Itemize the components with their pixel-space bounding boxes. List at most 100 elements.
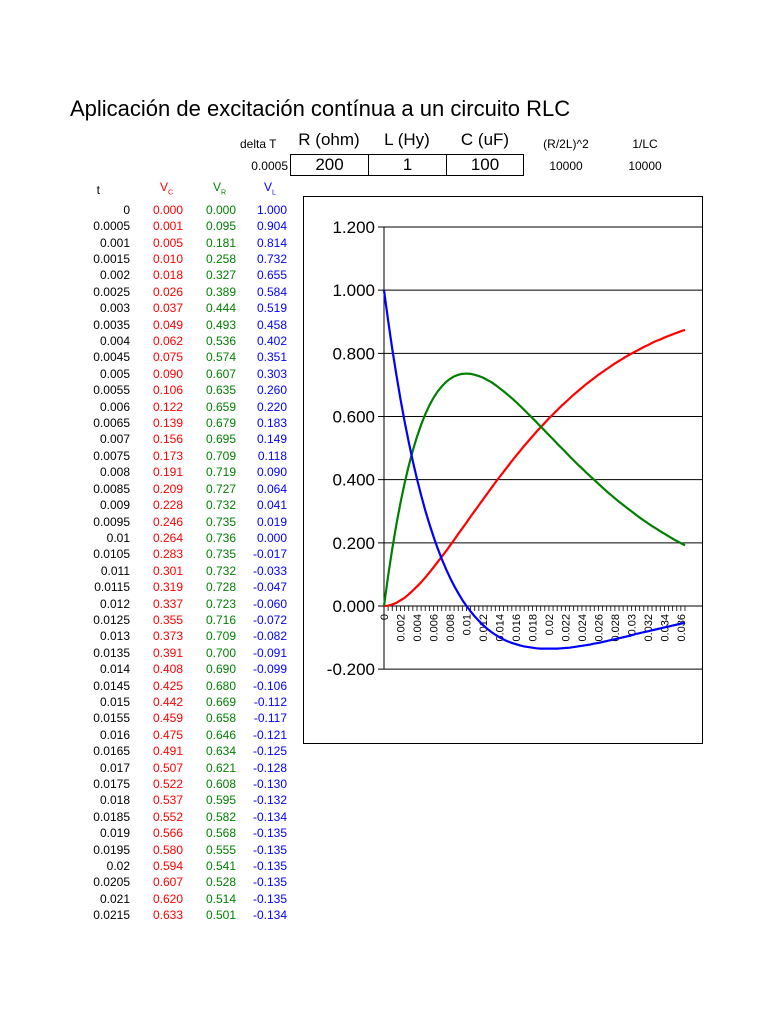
cell-vl: -0.047: [252, 580, 287, 595]
x-tick-label: 0.024: [577, 614, 589, 642]
cell-vl: 0.090: [256, 465, 287, 480]
l-value: 1: [402, 155, 413, 174]
cell-vr: 0.732: [205, 498, 236, 513]
table-row: 0.0175 0.522 0.608 -0.130: [60, 776, 287, 792]
cell-vr: 0.735: [205, 514, 236, 529]
table-row: 0.012 0.337 0.723 -0.060: [60, 596, 287, 612]
cell-t: 0.0015: [93, 252, 130, 267]
table-row: 0.0085 0.209 0.727 0.064: [60, 481, 287, 497]
cell-t: 0.0005: [93, 219, 130, 234]
table-row: 0.019 0.566 0.568 -0.135: [60, 825, 287, 841]
r-label: R (ohm): [298, 130, 360, 149]
x-tick-label: 0.004: [412, 614, 424, 642]
cell-t: 0.007: [99, 432, 130, 447]
cell-t: 0.015: [99, 694, 130, 709]
cell-vl: -0.134: [252, 908, 287, 923]
cell-vl: -0.082: [252, 629, 287, 644]
cell-vl: 0.064: [256, 481, 287, 496]
cell-vc: 0.191: [152, 465, 183, 480]
cell-vr: 0.634: [205, 744, 236, 759]
cell-vr: 0.727: [205, 481, 236, 496]
y-tick-label: 0.000: [332, 597, 375, 616]
cell-vc: 0.090: [152, 366, 183, 381]
table-row: 0.0045 0.075 0.574 0.351: [60, 349, 287, 365]
cell-vc: 0.580: [152, 842, 183, 857]
cell-vc: 0.000: [152, 202, 183, 217]
table-row: 0.002 0.018 0.327 0.655: [60, 267, 287, 283]
l-value-cell[interactable]: 1: [368, 154, 447, 176]
cell-t: 0.0145: [93, 678, 130, 693]
cell-vc: 0.139: [152, 416, 183, 431]
table-row: 0.0075 0.173 0.709 0.118: [60, 448, 287, 464]
table-row: 0.01 0.264 0.736 0.000: [60, 530, 287, 546]
cell-t: 0.0105: [93, 547, 130, 562]
cell-vl: -0.135: [252, 826, 287, 841]
table-row: 0.0055 0.106 0.635 0.260: [60, 382, 287, 398]
cell-vl: 0.814: [256, 235, 287, 250]
x-tick-label: 0.012: [478, 614, 490, 642]
cell-vl: 0.000: [256, 530, 287, 545]
cell-vl: -0.117: [253, 711, 287, 726]
cell-t: 0.0205: [93, 875, 130, 890]
table-row: 0.0125 0.355 0.716 -0.072: [60, 612, 287, 628]
y-tick-label: 0.600: [332, 408, 375, 427]
table-row: 0.02 0.594 0.541 -0.135: [60, 858, 287, 874]
cell-t: 0.003: [99, 301, 130, 316]
x-tick-label: 0.016: [511, 614, 523, 642]
cell-vr: 0.514: [205, 891, 236, 906]
cell-vl: -0.033: [252, 563, 287, 578]
cell-t: 0.009: [99, 498, 130, 513]
cell-vl: 0.458: [256, 317, 287, 332]
cell-vl: -0.091: [252, 645, 287, 660]
cell-vr: 0.607: [205, 366, 236, 381]
cell-vl: 0.402: [256, 334, 287, 349]
cell-vr: 0.258: [205, 252, 236, 267]
cell-vr: 0.695: [205, 432, 236, 447]
cell-t: 0.008: [99, 465, 130, 480]
cell-vc: 0.037: [152, 301, 183, 316]
cell-vc: 0.246: [152, 514, 183, 529]
cell-vc: 0.001: [152, 219, 183, 234]
header-vc-main: V: [160, 180, 169, 194]
cell-t: 0.011: [100, 563, 130, 578]
r2l-label: (R/2L)^2: [543, 137, 589, 151]
table-row: 0 0.000 0.000 1.000: [60, 202, 287, 218]
table-row: 0.011 0.301 0.732 -0.033: [60, 563, 287, 579]
table-row: 0.0215 0.633 0.501 -0.134: [60, 907, 287, 923]
table-row: 0.0205 0.607 0.528 -0.135: [60, 874, 287, 890]
table-row: 0.0185 0.552 0.582 -0.134: [60, 809, 287, 825]
table-row: 0.0015 0.010 0.258 0.732: [60, 251, 287, 267]
x-tick-label: 0.028: [610, 614, 622, 642]
cell-vl: -0.112: [253, 694, 287, 709]
cell-t: 0.012: [99, 596, 130, 611]
cell-vc: 0.522: [152, 777, 183, 792]
r-value: 200: [315, 155, 344, 174]
cell-vr: 0.709: [205, 629, 236, 644]
cell-vc: 0.018: [152, 268, 183, 283]
vc-line: [383, 328, 686, 608]
cell-vc: 0.106: [152, 383, 183, 398]
cell-vc: 0.173: [152, 448, 183, 463]
cell-t: 0.0115: [94, 580, 130, 595]
table-row: 0.0025 0.026 0.389 0.584: [60, 284, 287, 300]
x-tick-label: 0.006: [428, 614, 440, 642]
cell-vl: -0.135: [252, 875, 287, 890]
cell-vc: 0.566: [152, 826, 183, 841]
cell-vc: 0.156: [152, 432, 183, 447]
c-value-cell[interactable]: 100: [446, 154, 524, 176]
cell-vr: 0.000: [205, 202, 236, 217]
table-row: 0.013 0.373 0.709 -0.082: [60, 628, 287, 644]
cell-vr: 0.608: [205, 777, 236, 792]
r-value-cell[interactable]: 200: [290, 154, 369, 176]
cell-vc: 0.005: [152, 235, 183, 250]
header-vr-sub: R: [221, 189, 227, 197]
cell-vr: 0.690: [205, 662, 236, 677]
cell-t: 0.0135: [93, 645, 130, 660]
cell-vc: 0.607: [152, 875, 183, 890]
cell-vl: 0.220: [256, 399, 287, 414]
table-row: 0.0165 0.491 0.634 -0.125: [60, 743, 287, 759]
cell-t: 0.021: [99, 891, 130, 906]
x-tick-label: 0.014: [494, 614, 506, 642]
c-label: C (uF): [460, 130, 510, 149]
delta-t-label: delta T: [240, 137, 277, 151]
